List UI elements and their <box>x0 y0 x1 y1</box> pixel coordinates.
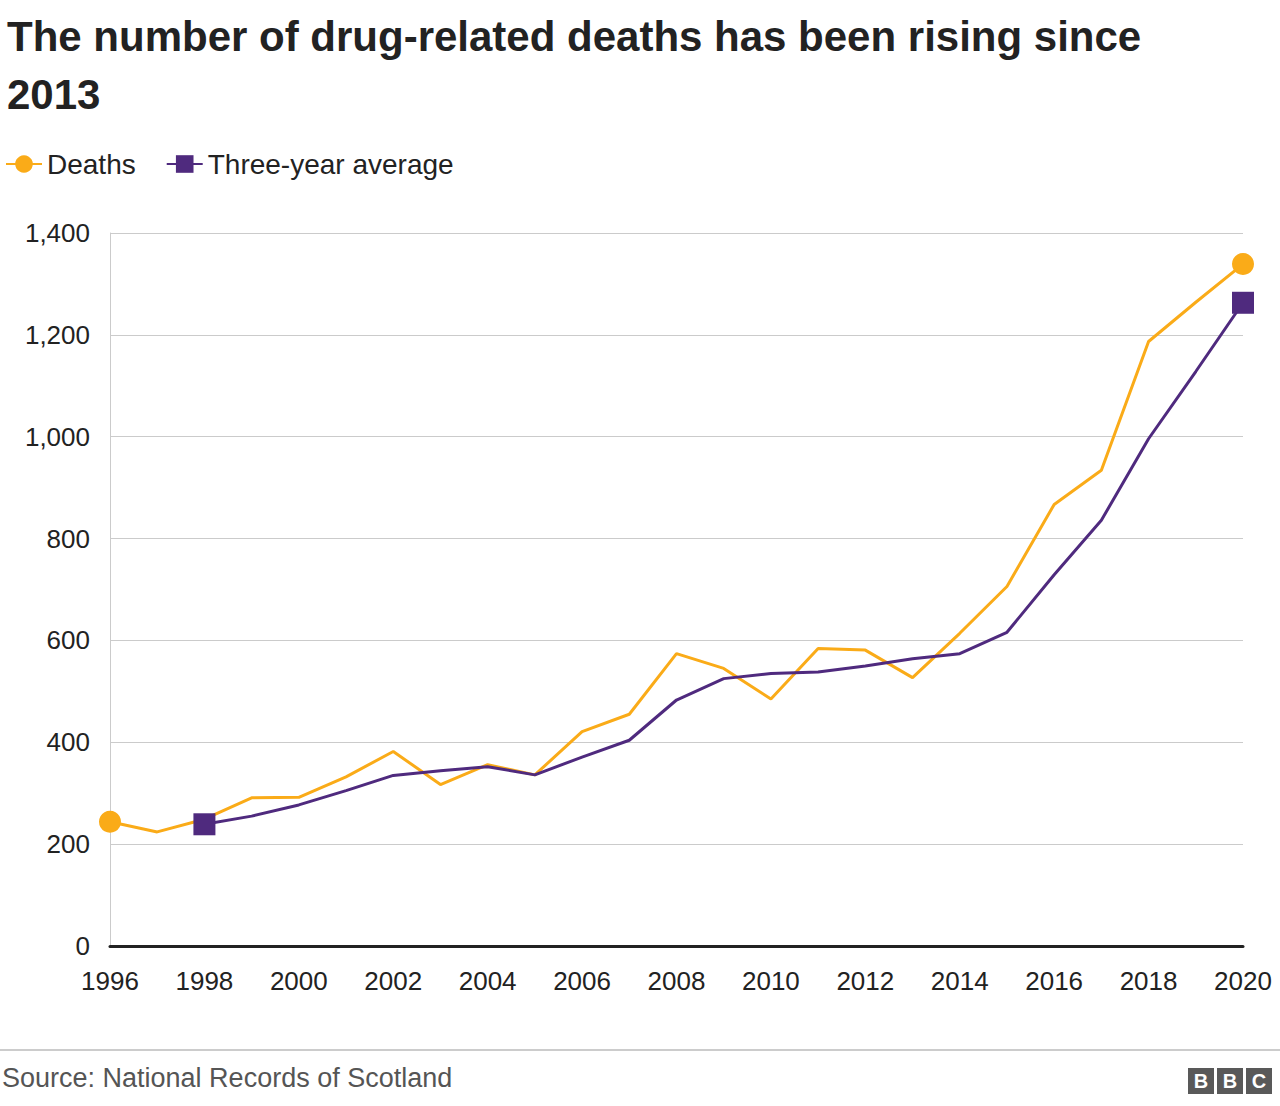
svg-text:400: 400 <box>47 727 90 757</box>
svg-text:1,400: 1,400 <box>25 218 90 248</box>
svg-text:2002: 2002 <box>364 966 422 996</box>
svg-text:2004: 2004 <box>459 966 517 996</box>
svg-text:2014: 2014 <box>931 966 989 996</box>
svg-text:200: 200 <box>47 829 90 859</box>
svg-text:2006: 2006 <box>553 966 611 996</box>
svg-text:2018: 2018 <box>1120 966 1178 996</box>
svg-text:2012: 2012 <box>836 966 894 996</box>
svg-text:C: C <box>1252 1070 1266 1092</box>
svg-text:1,200: 1,200 <box>25 320 90 350</box>
svg-text:Deaths: Deaths <box>47 149 136 180</box>
svg-text:2013: 2013 <box>7 71 100 118</box>
svg-text:B: B <box>1194 1070 1208 1092</box>
svg-text:2008: 2008 <box>648 966 706 996</box>
svg-text:2010: 2010 <box>742 966 800 996</box>
svg-text:2020: 2020 <box>1214 966 1272 996</box>
svg-text:The number of drug-related dea: The number of drug-related deaths has be… <box>7 13 1153 60</box>
svg-text:1998: 1998 <box>175 966 233 996</box>
svg-text:1996: 1996 <box>81 966 139 996</box>
svg-text:800: 800 <box>47 524 90 554</box>
svg-text:B: B <box>1223 1070 1237 1092</box>
svg-text:0: 0 <box>76 931 90 961</box>
svg-text:2000: 2000 <box>270 966 328 996</box>
svg-text:1,000: 1,000 <box>25 422 90 452</box>
svg-text:Three-year average: Three-year average <box>208 149 454 180</box>
svg-text:Source: National Records of Sc: Source: National Records of Scotland <box>2 1063 452 1093</box>
svg-text:2016: 2016 <box>1025 966 1083 996</box>
svg-text:600: 600 <box>47 625 90 655</box>
